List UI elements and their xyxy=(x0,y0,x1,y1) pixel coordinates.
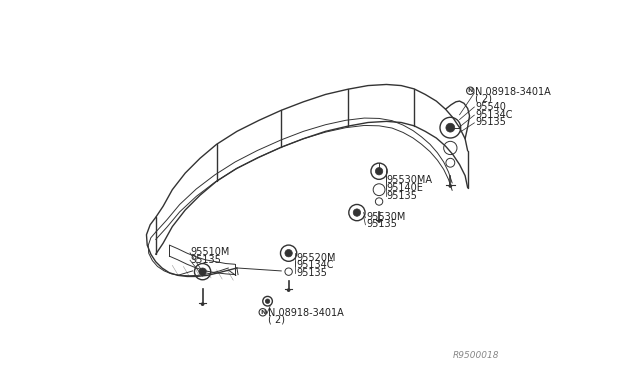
Text: 95135: 95135 xyxy=(366,219,397,230)
Text: 95540: 95540 xyxy=(475,102,506,112)
Text: 95135: 95135 xyxy=(387,190,417,201)
Text: 95135: 95135 xyxy=(296,268,327,278)
Text: 95140E: 95140E xyxy=(387,183,423,193)
Circle shape xyxy=(266,299,270,304)
Text: ( 2): ( 2) xyxy=(475,93,492,103)
Text: 95135: 95135 xyxy=(475,118,506,128)
Text: N 08918-3401A: N 08918-3401A xyxy=(268,308,343,318)
Text: 95510M: 95510M xyxy=(190,247,229,257)
Text: 95520M: 95520M xyxy=(296,253,335,263)
Circle shape xyxy=(353,209,360,216)
Circle shape xyxy=(376,167,383,175)
Text: 95134C: 95134C xyxy=(475,110,513,120)
Text: 95530M: 95530M xyxy=(366,212,406,222)
Text: N 08918-3401A: N 08918-3401A xyxy=(475,87,551,97)
Circle shape xyxy=(199,268,206,275)
Text: 95134C: 95134C xyxy=(296,260,333,270)
Circle shape xyxy=(287,288,291,292)
Text: N: N xyxy=(468,88,473,93)
Text: N: N xyxy=(260,310,266,315)
Text: ( 2): ( 2) xyxy=(268,315,285,325)
Text: 95530MA: 95530MA xyxy=(387,176,433,186)
Text: 95135: 95135 xyxy=(190,255,221,265)
Circle shape xyxy=(446,123,455,132)
Circle shape xyxy=(201,302,204,306)
Circle shape xyxy=(449,184,452,188)
Circle shape xyxy=(377,219,381,223)
Text: R9500018: R9500018 xyxy=(452,351,499,360)
Circle shape xyxy=(285,250,292,257)
